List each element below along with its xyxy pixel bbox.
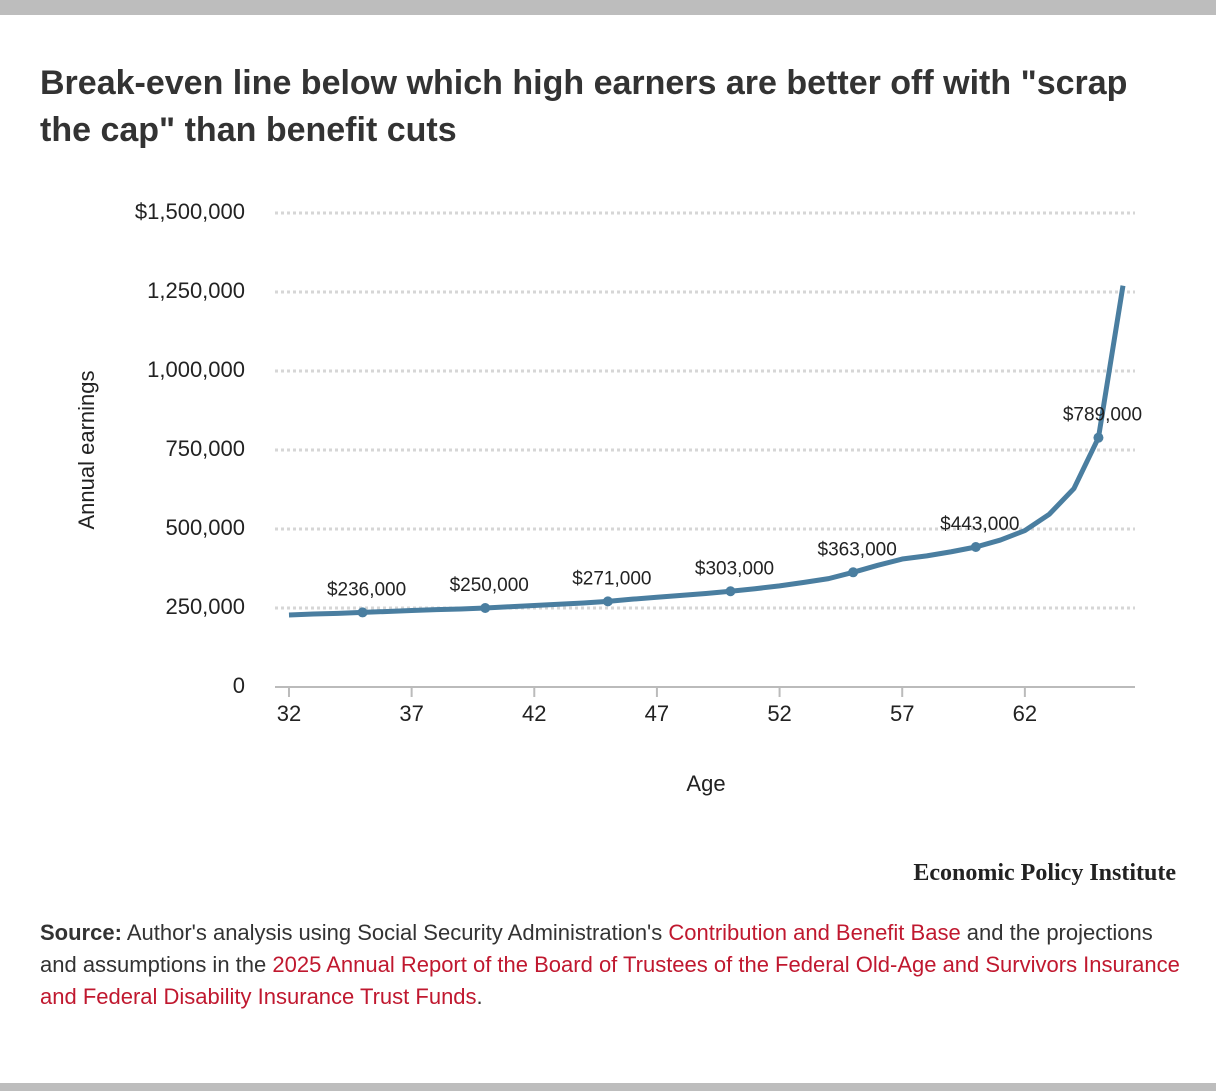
y-tick-label: 500,000 <box>165 515 245 540</box>
marker <box>357 607 368 618</box>
value-label: $363,000 <box>818 539 897 560</box>
marker <box>848 567 859 578</box>
chart-title: Break-even line below which high earners… <box>40 64 1128 149</box>
x-tick-label: 52 <box>767 701 791 726</box>
marker <box>1093 432 1104 443</box>
x-tick-label: 62 <box>1013 701 1037 726</box>
y-axis-label: Annual earnings <box>74 370 99 529</box>
x-tick-label: 47 <box>645 701 669 726</box>
value-label: $271,000 <box>572 568 651 589</box>
source-text: . <box>476 984 483 1009</box>
bottom-bar <box>0 1083 1216 1091</box>
x-tick-label: 57 <box>890 701 914 726</box>
x-axis-label: Age <box>686 771 725 796</box>
y-tick-label: $1,500,000 <box>135 199 245 224</box>
source-link[interactable]: Contribution and Benefit Base <box>668 920 961 945</box>
top-bar <box>0 0 1216 15</box>
marker <box>480 603 491 613</box>
value-label: $236,000 <box>327 579 406 600</box>
brand: Economic Policy Institute <box>913 860 1176 886</box>
x-tick-label: 37 <box>399 701 423 726</box>
marker <box>725 586 736 597</box>
value-label: $789,000 <box>1063 405 1142 426</box>
y-tick-label: 250,000 <box>165 594 245 619</box>
line <box>288 285 1126 618</box>
source-note: Source: Author's analysis using Social S… <box>40 917 1180 1013</box>
source-link[interactable]: 2025 Annual Report of the Board of Trust… <box>40 952 1180 1009</box>
marker <box>602 596 613 607</box>
chart: 0 250,000 500,000 750,000 1,000,000 1,250,000… <box>74 199 1142 796</box>
y-tick-label: 1,000,000 <box>147 357 245 382</box>
source-label: Source: <box>40 920 122 945</box>
x-tick-label: 42 <box>522 701 546 726</box>
value-label: $303,000 <box>695 558 774 579</box>
y-tick-label: 0 <box>233 673 245 698</box>
x-tick-label: 32 <box>277 701 301 726</box>
y-tick-label: 750,000 <box>165 436 245 461</box>
value-label: $443,000 <box>940 514 1019 535</box>
source-text: and the projections and assumptions in t… <box>40 920 1153 977</box>
value-label: $250,000 <box>450 575 529 596</box>
marker <box>970 542 981 553</box>
y-tick-label: 1,250,000 <box>147 278 245 303</box>
source-text: Author's analysis using Social Security … <box>126 920 669 945</box>
